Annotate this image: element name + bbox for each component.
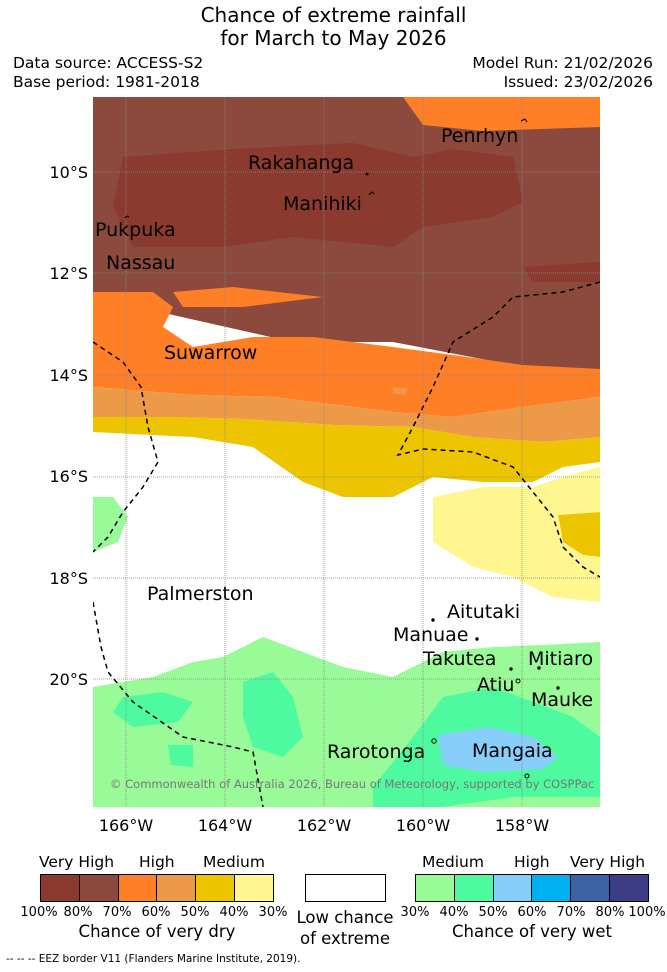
legend-low-caption-line2: of extreme bbox=[299, 929, 391, 948]
lat-label-10s: 10°S bbox=[49, 163, 88, 182]
legend-low-swatch bbox=[305, 874, 386, 902]
legend-wet-swatch-3 bbox=[493, 875, 533, 901]
mitiaro-island bbox=[537, 666, 541, 670]
legend-dry-tick-70: 70% bbox=[102, 905, 132, 920]
wet-mediumhigh-patch bbox=[113, 692, 193, 727]
island-markers bbox=[124, 118, 560, 779]
lon-label-164w: 164°W bbox=[197, 816, 253, 835]
rakahanga-island bbox=[365, 172, 369, 176]
legend-low-caption-line1: Low chance bbox=[296, 908, 394, 927]
deep-dry-patch bbox=[113, 143, 523, 247]
lon-label-162w: 162°W bbox=[296, 816, 352, 835]
wet-high-patch bbox=[438, 727, 558, 772]
legend-dry-swatch-2 bbox=[79, 875, 119, 901]
place-label-takutea: Takutea bbox=[423, 648, 497, 670]
copyright-notice: © Commonwealth of Australia 2026, Bureau… bbox=[110, 777, 595, 791]
legend-dry-swatch-4 bbox=[157, 875, 197, 901]
takutea-island bbox=[509, 667, 513, 671]
legend-dry-swatch-5 bbox=[196, 875, 236, 901]
place-label-penrhyn: Penrhyn bbox=[441, 125, 519, 147]
place-label-suwarrow: Suwarrow bbox=[164, 342, 258, 364]
legend-dry-tick-80: 80% bbox=[63, 905, 93, 920]
legend-dry-swatch-1 bbox=[41, 875, 80, 901]
rarotonga-island bbox=[431, 738, 437, 744]
wet-medium-area-left bbox=[93, 497, 128, 552]
place-label-nassau: Nassau bbox=[106, 252, 176, 274]
rainfall-map bbox=[93, 97, 600, 807]
legend-dry-tick-40: 40% bbox=[219, 905, 249, 920]
mangaia-island bbox=[524, 773, 530, 779]
legend-wet-tick-70: 70% bbox=[556, 905, 586, 920]
place-label-palmerston: Palmerston bbox=[147, 583, 254, 605]
legend-dry-tick-60: 60% bbox=[141, 905, 171, 920]
lat-label-14s: 14°S bbox=[49, 366, 88, 385]
model-run: Model Run: 21/02/2026 bbox=[472, 54, 653, 72]
pukapuka-island bbox=[124, 215, 130, 219]
legend-wet-tick-80: 80% bbox=[595, 905, 625, 920]
legend-wet-colorbar bbox=[415, 874, 649, 902]
legend-dry-colorbar bbox=[40, 874, 274, 902]
eez-border bbox=[93, 281, 600, 807]
grid-lines bbox=[93, 97, 600, 807]
legend-wet-swatch-5 bbox=[571, 875, 611, 901]
place-label-aitutaki: Aitutaki bbox=[447, 601, 521, 623]
place-label-pukapuka: Pukpuka bbox=[95, 219, 176, 241]
legend-dry-tick-50: 50% bbox=[180, 905, 210, 920]
legend-wet-very-high: Very High bbox=[570, 853, 646, 871]
legend-wet-swatch-6 bbox=[610, 875, 648, 901]
map-title-line1: Chance of extreme rainfall bbox=[200, 3, 467, 27]
legend-wet-medium: Medium bbox=[422, 853, 484, 871]
legend-wet-high: High bbox=[514, 853, 550, 871]
place-label-rakahanga: Rakahanga bbox=[248, 152, 355, 174]
place-label-mangaia: Mangaia bbox=[472, 740, 553, 762]
place-label-manihiki: Manihiki bbox=[283, 193, 362, 215]
place-label-atiu: Atiu bbox=[477, 674, 515, 696]
lon-label-158w: 158°W bbox=[494, 816, 550, 835]
legend-dry-very-high: Very High bbox=[39, 853, 115, 871]
medium-high-dry-band bbox=[93, 387, 600, 442]
lat-label-12s: 12°S bbox=[49, 264, 88, 283]
penrhyn-island bbox=[520, 118, 528, 123]
lat-label-20s: 20°S bbox=[49, 670, 88, 689]
base-period: Base period: 1981-2018 bbox=[13, 73, 200, 91]
place-label-mauke: Mauke bbox=[531, 689, 594, 711]
eez-footnote: -- -- -- EEZ border V11 (Flanders Marine… bbox=[6, 953, 301, 965]
legend-wet-caption: Chance of very wet bbox=[452, 922, 612, 941]
aitutaki-island bbox=[431, 618, 435, 622]
mauke-island bbox=[556, 686, 560, 690]
lat-label-16s: 16°S bbox=[49, 467, 88, 486]
atiu-island bbox=[515, 678, 521, 684]
map-title-line2: for March to May 2026 bbox=[220, 26, 447, 50]
legend-wet-swatch-1 bbox=[416, 875, 455, 901]
lon-label-160w: 160°W bbox=[395, 816, 451, 835]
legend-dry-tick-30: 30% bbox=[258, 905, 288, 920]
legend-wet-tick-100: 100% bbox=[628, 905, 666, 920]
legend-wet-tick-60: 60% bbox=[517, 905, 547, 920]
legend-wet-tick-30: 30% bbox=[400, 905, 430, 920]
high-dry-band bbox=[93, 292, 600, 417]
legend-wet-tick-40: 40% bbox=[439, 905, 469, 920]
manihiki-island bbox=[368, 191, 375, 196]
legend-dry-tick-100: 100% bbox=[20, 905, 58, 920]
place-label-manuae: Manuae bbox=[393, 624, 469, 646]
place-label-rarotonga: Rarotonga bbox=[327, 741, 426, 763]
legend-wet-tick-50: 50% bbox=[478, 905, 508, 920]
legend-dry-caption: Chance of very dry bbox=[78, 922, 236, 941]
legend-wet-swatch-4 bbox=[532, 875, 572, 901]
legend-dry-swatch-3 bbox=[118, 875, 158, 901]
low-dry-area bbox=[433, 467, 600, 602]
lat-label-18s: 18°S bbox=[49, 569, 88, 588]
legend-dry-medium: Medium bbox=[203, 853, 265, 871]
issued-date: Issued: 23/02/2026 bbox=[503, 73, 653, 91]
place-label-mitiaro: Mitiaro bbox=[528, 648, 594, 670]
legend-wet-swatch-2 bbox=[454, 875, 494, 901]
manuae-island bbox=[475, 637, 479, 641]
legend-dry-swatch-6 bbox=[235, 875, 273, 901]
legend-dry-high: High bbox=[139, 853, 175, 871]
data-source: Data source: ACCESS-S2 bbox=[13, 54, 204, 72]
lon-label-166w: 166°W bbox=[98, 816, 154, 835]
